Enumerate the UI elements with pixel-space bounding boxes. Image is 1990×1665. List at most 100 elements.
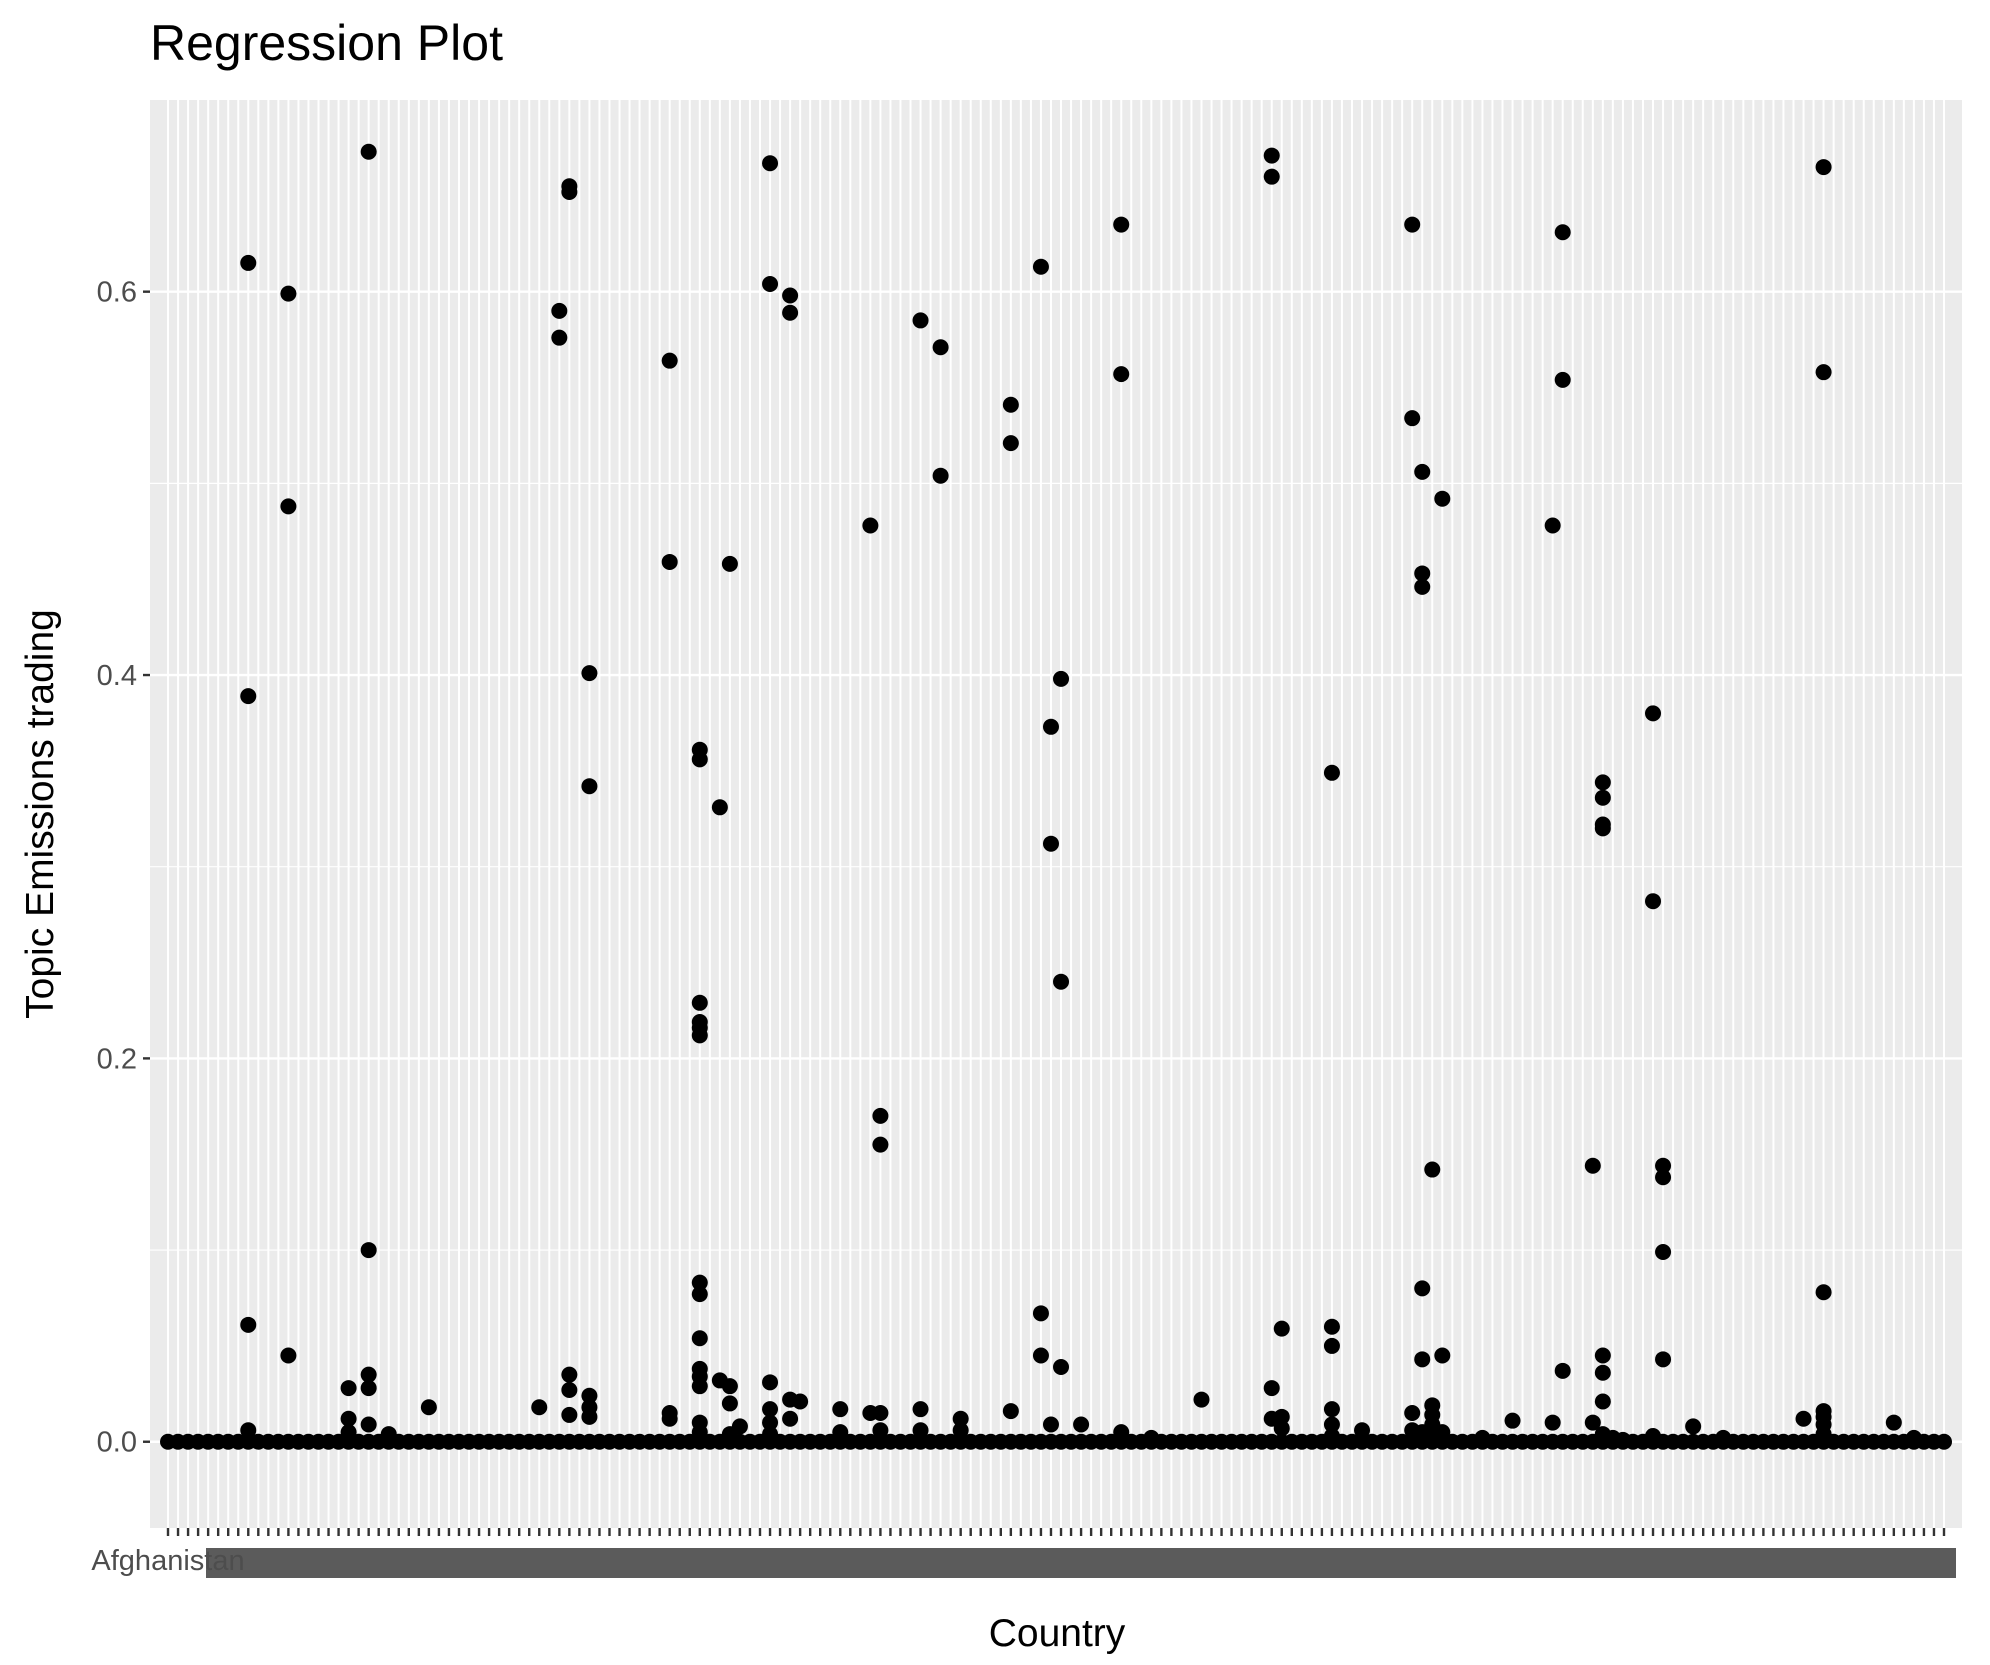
data-point	[1424, 1161, 1441, 1178]
data-point	[782, 304, 799, 321]
data-point	[1594, 1364, 1611, 1381]
data-point	[360, 1416, 377, 1433]
data-point	[661, 352, 678, 369]
data-point	[1554, 1362, 1571, 1379]
data-point	[782, 1410, 799, 1427]
data-point	[1504, 1412, 1521, 1429]
y-tick-label: 0.4	[97, 660, 137, 692]
data-point	[721, 1395, 738, 1412]
data-point	[912, 1401, 929, 1418]
data-point	[380, 1426, 397, 1443]
data-point	[1815, 159, 1832, 176]
data-point	[1795, 1410, 1812, 1427]
data-point	[1273, 1320, 1290, 1337]
data-point	[762, 1414, 779, 1431]
data-point	[1404, 1404, 1421, 1421]
data-point	[561, 1381, 578, 1398]
x-axis: Afghanistan	[91, 1528, 1956, 1578]
data-point	[1263, 1380, 1280, 1397]
data-points	[160, 143, 1952, 1450]
data-point	[1645, 705, 1662, 722]
data-point	[551, 302, 568, 319]
data-point	[872, 1107, 889, 1124]
data-point	[762, 1374, 779, 1391]
data-point	[581, 778, 598, 795]
data-point	[762, 1401, 779, 1418]
data-point	[711, 799, 728, 816]
data-point	[832, 1424, 849, 1441]
data-point	[1042, 1416, 1059, 1433]
data-point	[912, 312, 929, 329]
data-point	[1434, 490, 1451, 507]
data-point	[1193, 1391, 1210, 1408]
data-point	[691, 1424, 708, 1441]
data-point	[340, 1424, 357, 1441]
data-point	[240, 688, 257, 705]
data-point	[1263, 168, 1280, 185]
data-point	[1414, 463, 1431, 480]
data-point	[1042, 718, 1059, 735]
data-point	[782, 287, 799, 304]
data-point	[280, 285, 297, 302]
data-point	[691, 1274, 708, 1291]
data-point	[932, 339, 949, 356]
data-point	[1323, 764, 1340, 781]
data-point	[1113, 366, 1130, 383]
data-point	[1404, 410, 1421, 427]
data-point	[1073, 1416, 1090, 1433]
data-point	[240, 254, 257, 271]
data-point	[872, 1404, 889, 1421]
y-tick-label: 0.0	[97, 1427, 137, 1459]
data-point	[1685, 1418, 1702, 1435]
data-point	[691, 1027, 708, 1044]
data-point	[1815, 1284, 1832, 1301]
data-point	[731, 1418, 748, 1435]
x-axis-title: Country	[989, 1612, 1126, 1655]
plot-panel	[150, 100, 1962, 1528]
chart-title: Regression Plot	[150, 15, 503, 71]
data-point	[1414, 578, 1431, 595]
grid-lines	[150, 100, 1962, 1528]
data-point	[691, 994, 708, 1011]
data-point	[952, 1410, 969, 1427]
data-point	[1032, 1347, 1049, 1364]
data-point	[832, 1401, 849, 1418]
data-point	[721, 555, 738, 572]
data-point	[1414, 565, 1431, 582]
data-point	[1614, 1431, 1631, 1448]
data-point	[1544, 1414, 1561, 1431]
data-point	[1042, 835, 1059, 852]
x-label-overlap-band	[206, 1548, 1956, 1578]
data-point	[1323, 1427, 1340, 1444]
data-point	[551, 329, 568, 346]
data-point	[1905, 1429, 1922, 1446]
data-point	[1655, 1243, 1672, 1260]
data-point	[862, 517, 879, 534]
data-point	[1323, 1318, 1340, 1335]
data-point	[721, 1378, 738, 1395]
data-point	[762, 1426, 779, 1443]
data-point	[691, 1286, 708, 1303]
data-point	[1584, 1414, 1601, 1431]
data-point	[1323, 1416, 1340, 1433]
data-point	[1594, 1393, 1611, 1410]
data-point	[1544, 517, 1561, 534]
data-point	[1002, 1403, 1019, 1420]
data-point	[872, 1136, 889, 1153]
data-point	[691, 1330, 708, 1347]
data-point	[932, 467, 949, 484]
data-point	[1273, 1420, 1290, 1437]
data-point	[912, 1422, 929, 1439]
data-point	[1715, 1429, 1732, 1446]
data-point	[1404, 216, 1421, 233]
data-point	[1143, 1429, 1160, 1446]
data-point	[1002, 435, 1019, 452]
y-axis-title: Topic Emissions trading	[19, 609, 62, 1019]
data-point	[1885, 1414, 1902, 1431]
data-point	[1053, 670, 1070, 687]
data-point	[561, 1406, 578, 1423]
data-point	[691, 1378, 708, 1395]
data-point	[792, 1393, 809, 1410]
data-point	[691, 751, 708, 768]
